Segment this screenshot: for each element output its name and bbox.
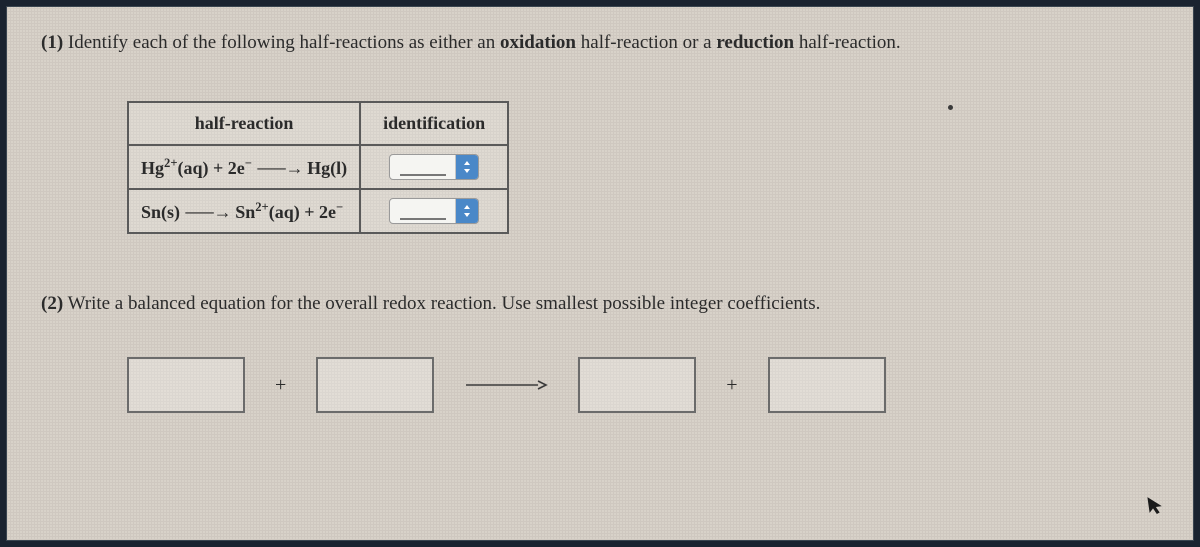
reaction-cell-2: Sn(s) ⸺→ Sn2+(aq) + 2e− xyxy=(128,189,360,233)
col-header-identification: identification xyxy=(360,102,508,145)
q2-body: Write a balanced equation for the overal… xyxy=(63,293,820,314)
product-2-input[interactable] xyxy=(768,357,886,413)
species-hg-l: Hg(l) xyxy=(307,158,347,178)
table-row: Hg2+(aq) + 2e− ⸺→ Hg(l) xyxy=(128,145,508,189)
state-aq: (aq) xyxy=(178,158,209,178)
plus-electrons: + 2e xyxy=(300,202,336,222)
species-sn2: Sn xyxy=(235,202,255,222)
identification-dropdown-2[interactable] xyxy=(389,198,479,224)
identification-cell-1 xyxy=(360,145,508,189)
arrow-right-icon xyxy=(464,377,548,393)
reaction-arrow xyxy=(464,377,548,393)
dropdown-value-field xyxy=(390,199,456,223)
dropdown-value-field xyxy=(390,155,456,179)
q2-number: (2) xyxy=(41,293,63,314)
product-1-input[interactable] xyxy=(578,357,696,413)
q1-number: (1) xyxy=(41,32,63,53)
equation-input-row: + + xyxy=(127,357,1159,413)
reaction-cell-1: Hg2+(aq) + 2e− ⸺→ Hg(l) xyxy=(128,145,360,189)
col-header-half-reaction: half-reaction xyxy=(128,102,360,145)
charge-sup: 2+ xyxy=(255,200,268,214)
dropdown-blank-line xyxy=(400,218,446,220)
question-1-text: (1) Identify each of the following half-… xyxy=(41,29,1159,57)
q1-suffix: half-reaction. xyxy=(794,32,901,53)
identification-dropdown-1[interactable] xyxy=(389,154,479,180)
stray-dot xyxy=(948,105,953,110)
electron-sup: − xyxy=(245,156,252,170)
species-sn: Sn(s) xyxy=(141,202,180,222)
half-reaction-table: half-reaction identification Hg2+(aq) + … xyxy=(127,101,509,234)
q1-bold-oxidation: oxidation xyxy=(500,32,576,53)
q1-prefix: Identify each of the following half-reac… xyxy=(68,32,500,53)
q1-bold-reduction: reduction xyxy=(716,32,794,53)
cursor-icon xyxy=(1145,493,1167,523)
reactant-2-input[interactable] xyxy=(316,357,434,413)
electron-sup: − xyxy=(336,200,343,214)
identification-cell-2 xyxy=(360,189,508,233)
question-2-text: (2) Write a balanced equation for the ov… xyxy=(41,290,1159,318)
plus-sign: + xyxy=(275,374,286,397)
q1-mid: half-reaction or a xyxy=(576,32,716,53)
species-hg: Hg xyxy=(141,158,164,178)
plus-sign: + xyxy=(726,374,737,397)
arrow-right: ⸺→ xyxy=(256,158,302,178)
updown-icon xyxy=(462,160,472,174)
dropdown-toggle-button[interactable] xyxy=(456,199,478,223)
state-aq: (aq) xyxy=(269,202,300,222)
worksheet-page: (1) Identify each of the following half-… xyxy=(6,6,1194,541)
plus-electrons: + 2e xyxy=(209,158,245,178)
dropdown-blank-line xyxy=(400,174,446,176)
dropdown-toggle-button[interactable] xyxy=(456,155,478,179)
reactant-1-input[interactable] xyxy=(127,357,245,413)
table-row: Sn(s) ⸺→ Sn2+(aq) + 2e− xyxy=(128,189,508,233)
updown-icon xyxy=(462,204,472,218)
charge-sup: 2+ xyxy=(164,156,177,170)
arrow-right: ⸺→ xyxy=(185,202,231,222)
